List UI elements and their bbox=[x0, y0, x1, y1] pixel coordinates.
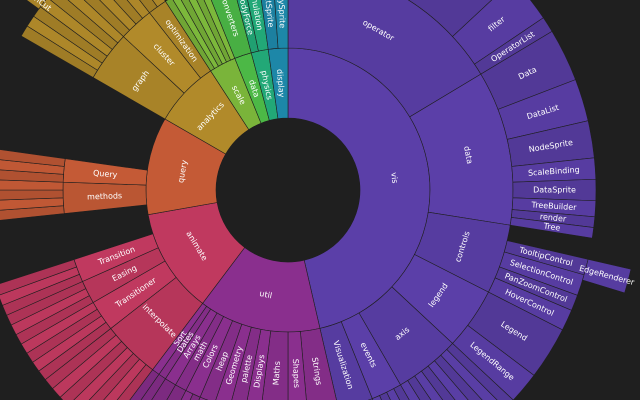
label-methods: methods bbox=[87, 191, 122, 201]
segment-edge-renderer[interactable] bbox=[582, 258, 632, 294]
label-data-sprite: DataSprite bbox=[533, 186, 576, 195]
label-query: query bbox=[176, 159, 189, 184]
label-max-flow-min-cut: MaxFlowMinCut bbox=[0, 0, 53, 13]
label-util: util bbox=[259, 289, 273, 300]
label-render: render bbox=[539, 212, 567, 224]
segment-transition-leaf-2[interactable] bbox=[0, 259, 77, 296]
label-scale-binding: ScaleBinding bbox=[528, 165, 580, 178]
segment-dirty-sprite[interactable] bbox=[272, 0, 289, 49]
center-hole bbox=[216, 118, 360, 262]
label-query: Query bbox=[93, 168, 118, 179]
label-shapes: Shapes bbox=[291, 359, 301, 389]
segment-max-flow-min-cut[interactable] bbox=[3, 0, 47, 10]
label-data: data bbox=[462, 145, 474, 165]
label-maths: Maths bbox=[272, 361, 282, 386]
label-vis: vis bbox=[389, 172, 399, 184]
label-tree: Tree bbox=[542, 221, 561, 232]
label-tree-builder: TreeBuilder bbox=[530, 200, 577, 212]
label-display: display bbox=[275, 69, 286, 98]
label-strings: Strings bbox=[310, 357, 323, 386]
label-dirty-sprite: DirtySprite bbox=[276, 0, 287, 28]
segment-query-leaf-2[interactable] bbox=[0, 147, 66, 167]
